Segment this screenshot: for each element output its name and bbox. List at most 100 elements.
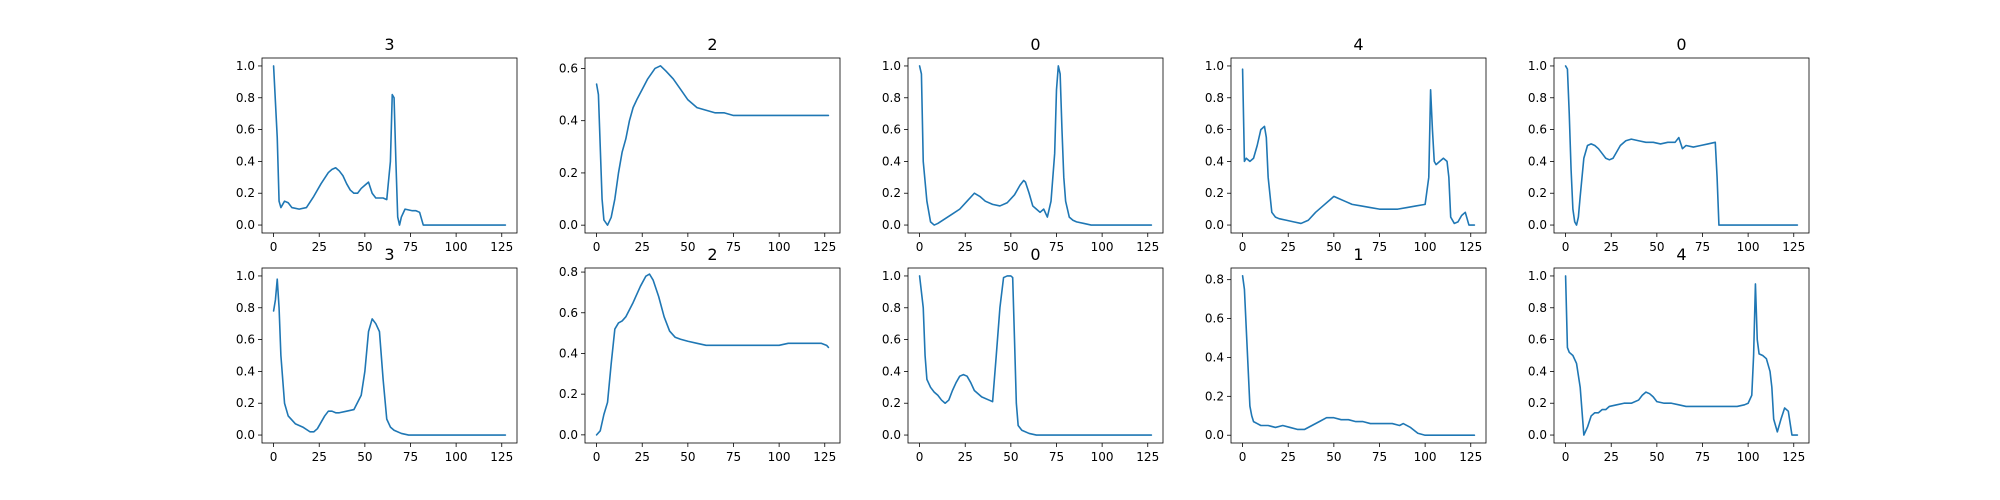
x-tick-label: 50 <box>1649 240 1664 254</box>
x-tick-label: 125 <box>1459 450 1482 464</box>
axes-frame <box>907 267 1164 444</box>
x-tick-label: 100 <box>768 240 791 254</box>
series-line <box>918 65 1153 226</box>
x-tick-label: 100 <box>1737 450 1760 464</box>
y-tick-label: 0.6 <box>559 61 578 75</box>
y-tick-label: 0.4 <box>882 364 901 378</box>
x-tick-label: 75 <box>403 240 418 254</box>
y-tick-label: 1.0 <box>882 269 901 283</box>
x-tick-label: 100 <box>445 240 468 254</box>
subplot-9: 1 0 25 50 75 100 125 0.0 0.2 0.4 0.6 0.8 <box>1205 245 1487 464</box>
x-tick-label: 0 <box>1562 450 1570 464</box>
axes-frame <box>907 57 1164 234</box>
series-line <box>1564 275 1799 436</box>
subplot-title: 2 <box>707 245 717 264</box>
x-tick-label: 75 <box>1695 450 1710 464</box>
x-tick-label: 125 <box>490 240 513 254</box>
x-tick-label: 75 <box>1372 450 1387 464</box>
y-tick-label: 0.2 <box>236 186 255 200</box>
y-tick-label: 0.2 <box>882 396 901 410</box>
x-tick-label: 125 <box>1782 450 1805 464</box>
x-tick-label: 50 <box>680 240 695 254</box>
x-tick-label: 25 <box>1604 450 1619 464</box>
x-tick-label: 50 <box>1649 450 1664 464</box>
y-tick-label: 0.2 <box>236 396 255 410</box>
subplot-6: 3 0 25 50 75 100 125 0.0 0.2 0.4 0.6 0.8 1.0 <box>236 245 518 464</box>
x-tick-label: 0 <box>270 450 278 464</box>
y-tick-label: 0.6 <box>882 123 901 137</box>
subplot-title: 3 <box>384 245 394 264</box>
y-tick-label: 0.6 <box>882 333 901 347</box>
y-tick-label: 0.8 <box>1205 273 1224 287</box>
y-tick-label: 0.2 <box>559 166 578 180</box>
y-tick-label: 0.8 <box>882 91 901 105</box>
subplot-title: 0 <box>1676 35 1686 54</box>
x-tick-label: 125 <box>1459 240 1482 254</box>
y-tick-label: 0.6 <box>1528 123 1547 137</box>
subplot-title: 0 <box>1030 245 1040 264</box>
y-tick-label: 0.0 <box>236 218 255 232</box>
x-tick-label: 0 <box>1239 240 1247 254</box>
series-line <box>595 65 830 226</box>
subplot-4: 4 0 25 50 75 100 125 0.0 0.2 0.4 0.6 0.8 1.0 <box>1205 35 1487 254</box>
subplot-title: 2 <box>707 35 717 54</box>
x-tick-label: 25 <box>312 450 327 464</box>
x-tick-label: 75 <box>1695 240 1710 254</box>
subplot-title: 1 <box>1353 245 1363 264</box>
y-tick-label: 0.4 <box>1205 154 1224 168</box>
y-tick-label: 0.4 <box>236 154 255 168</box>
subplot-title: 0 <box>1030 35 1040 54</box>
x-tick-label: 100 <box>445 450 468 464</box>
y-tick-label: 0.8 <box>236 301 255 315</box>
x-tick-label: 50 <box>357 450 372 464</box>
series-line <box>1241 274 1476 437</box>
subplot-5: 0 0 25 50 75 100 125 0.0 0.2 0.4 0.6 0.8 1.0 <box>1528 35 1810 254</box>
y-tick-label: 0.2 <box>1205 389 1224 403</box>
series-line <box>1241 68 1476 226</box>
subplot-8: 0 0 25 50 75 100 125 0.0 0.2 0.4 0.6 0.8 1.0 <box>882 245 1164 464</box>
y-tick-label: 1.0 <box>236 269 255 283</box>
x-tick-label: 100 <box>1737 240 1760 254</box>
x-tick-label: 75 <box>1372 240 1387 254</box>
x-tick-label: 0 <box>1562 240 1570 254</box>
x-tick-label: 0 <box>1239 450 1247 464</box>
y-tick-label: 0.8 <box>1528 91 1547 105</box>
y-tick-label: 0.8 <box>559 265 578 279</box>
x-tick-label: 125 <box>1782 240 1805 254</box>
y-tick-label: 0.4 <box>1205 350 1224 364</box>
y-tick-label: 0.2 <box>1205 186 1224 200</box>
series-line <box>595 273 830 436</box>
y-tick-label: 0.2 <box>1528 186 1547 200</box>
series-line <box>918 275 1153 436</box>
x-tick-label: 25 <box>312 240 327 254</box>
x-tick-label: 50 <box>1326 240 1341 254</box>
x-tick-label: 100 <box>1414 240 1437 254</box>
x-tick-label: 75 <box>726 240 741 254</box>
axes-frame <box>584 57 841 234</box>
y-tick-label: 0.6 <box>236 123 255 137</box>
y-tick-label: 1.0 <box>1205 59 1224 73</box>
x-tick-label: 125 <box>1136 450 1159 464</box>
y-tick-label: 0.4 <box>1528 154 1547 168</box>
axes-frame <box>584 267 841 444</box>
x-tick-label: 50 <box>1326 450 1341 464</box>
subplot-3: 0 0 25 50 75 100 125 0.0 0.2 0.4 0.6 0.8 1.0 <box>882 35 1164 254</box>
x-tick-label: 25 <box>635 450 650 464</box>
y-tick-label: 0.2 <box>559 387 578 401</box>
x-tick-label: 25 <box>635 240 650 254</box>
x-tick-label: 25 <box>1281 240 1296 254</box>
axes-frame <box>261 57 518 234</box>
y-tick-label: 1.0 <box>1528 59 1547 73</box>
subplot-title: 4 <box>1676 245 1686 264</box>
series-line <box>272 278 507 436</box>
y-tick-label: 0.2 <box>1528 396 1547 410</box>
x-tick-label: 0 <box>916 450 924 464</box>
y-tick-label: 0.0 <box>882 218 901 232</box>
x-tick-label: 50 <box>357 240 372 254</box>
axes-frame <box>261 267 518 444</box>
x-tick-label: 125 <box>1136 240 1159 254</box>
y-tick-label: 0.6 <box>559 306 578 320</box>
y-tick-label: 0.6 <box>1205 123 1224 137</box>
x-tick-label: 100 <box>1091 240 1114 254</box>
x-tick-label: 75 <box>403 450 418 464</box>
